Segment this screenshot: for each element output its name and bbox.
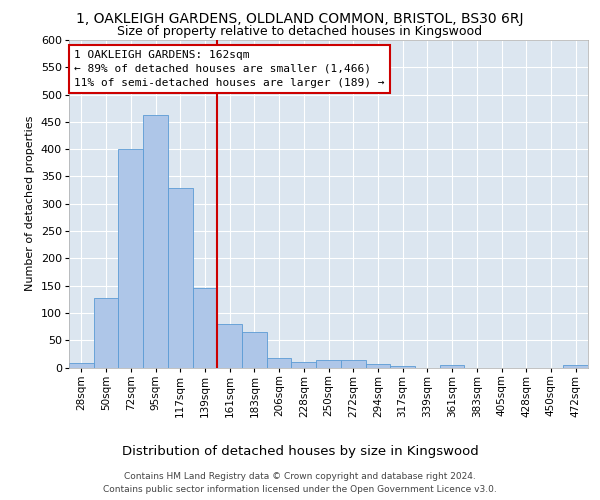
Bar xyxy=(440,366,464,368)
Text: 1, OAKLEIGH GARDENS, OLDLAND COMMON, BRISTOL, BS30 6RJ: 1, OAKLEIGH GARDENS, OLDLAND COMMON, BRI… xyxy=(76,12,524,26)
Bar xyxy=(118,149,143,368)
Bar xyxy=(341,360,365,368)
Bar xyxy=(316,360,341,368)
Bar xyxy=(143,116,168,368)
Y-axis label: Number of detached properties: Number of detached properties xyxy=(25,116,35,292)
Bar xyxy=(217,324,242,368)
Bar xyxy=(292,362,316,368)
Text: Distribution of detached houses by size in Kingswood: Distribution of detached houses by size … xyxy=(122,444,478,458)
Bar xyxy=(390,366,415,368)
Bar xyxy=(365,364,390,368)
Bar xyxy=(267,358,292,368)
Bar xyxy=(242,332,267,368)
Bar xyxy=(563,366,588,368)
Bar xyxy=(168,188,193,368)
Bar xyxy=(94,298,118,368)
Text: Contains HM Land Registry data © Crown copyright and database right 2024.
Contai: Contains HM Land Registry data © Crown c… xyxy=(103,472,497,494)
Text: 1 OAKLEIGH GARDENS: 162sqm
← 89% of detached houses are smaller (1,466)
11% of s: 1 OAKLEIGH GARDENS: 162sqm ← 89% of deta… xyxy=(74,50,385,88)
Text: Size of property relative to detached houses in Kingswood: Size of property relative to detached ho… xyxy=(118,25,482,38)
Bar xyxy=(69,363,94,368)
Bar xyxy=(193,288,217,368)
